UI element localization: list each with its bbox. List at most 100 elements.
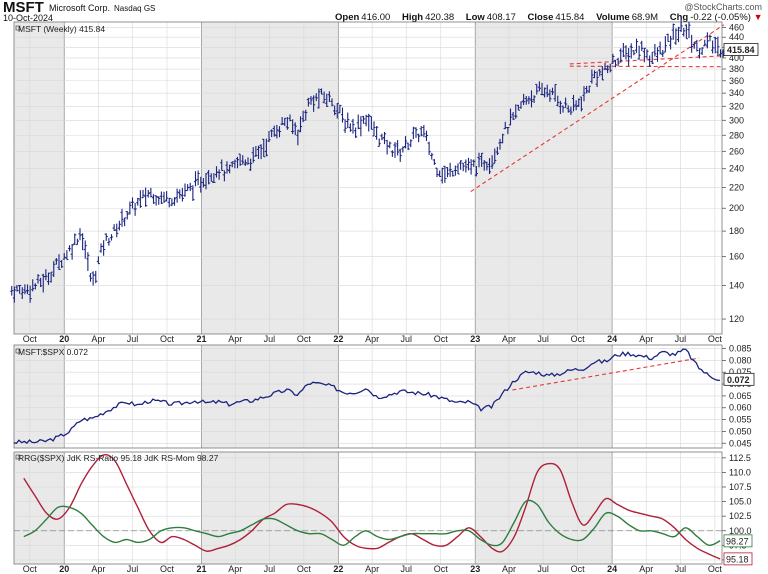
price-xtick-label: 20 <box>59 334 69 344</box>
close-value: 415.84 <box>555 12 585 23</box>
rrg-xtick-label: Apr <box>502 564 516 574</box>
price-trendline <box>470 24 725 193</box>
volume-label: Volume <box>596 12 630 23</box>
ratio-last-value-tag: 0.072 <box>727 375 750 385</box>
price-ytick-label: 400 <box>729 53 744 63</box>
price-trendline <box>569 65 724 68</box>
rrg-xtick-label: Jul <box>127 564 139 574</box>
ratio-ytick-label: 0.075 <box>729 367 752 377</box>
ratio-panel-frame <box>13 344 723 449</box>
price-ytick-label: 180 <box>729 226 744 236</box>
ratio-panel-border <box>13 344 723 449</box>
rrg-xtick-label: Jul <box>675 564 687 574</box>
ratio-ytick-label: 0.085 <box>729 344 752 354</box>
price-ytick-label: 460 <box>729 23 744 33</box>
rrg-rs-mom-line <box>23 499 721 547</box>
rrg-xtick-label: Oct <box>297 564 312 574</box>
rrg-xtick-label: Jul <box>400 564 412 574</box>
rrg-xtick-label: 22 <box>333 564 343 574</box>
ratio-trendline <box>512 357 700 391</box>
price-xtick-label: Oct <box>571 334 586 344</box>
close-label: Close <box>527 12 554 23</box>
ratio-year-shade <box>14 345 65 448</box>
price-xtick-label: 23 <box>470 334 480 344</box>
rrg-xtick-label: Oct <box>434 564 449 574</box>
chg-value: -0.22 (-0.05%) <box>690 12 751 23</box>
price-xtick-label: Apr <box>365 334 379 344</box>
price-xtick-label: 21 <box>196 334 206 344</box>
price-ytick-label: 300 <box>729 115 744 125</box>
rrg-panel-border <box>13 451 723 565</box>
price-xtick-label: Apr <box>639 334 653 344</box>
chart-header: MSFT Microsoft Corp. Nasdaq GS 10-Oct-202… <box>0 0 768 24</box>
price-ytick-label: 120 <box>729 314 744 324</box>
low-value: 408.17 <box>486 12 516 23</box>
rrg-ytick-label: 110.0 <box>729 467 751 477</box>
low-label: Low <box>465 12 485 23</box>
price-xtick-label: 24 <box>607 334 617 344</box>
rrg-xtick-label: Oct <box>571 564 586 574</box>
price-panel-border <box>13 21 723 335</box>
ticker-symbol: MSFT <box>3 0 44 16</box>
exchange-label: Nasdaq GS <box>114 4 156 13</box>
rrg-xtick-label: 24 <box>607 564 617 574</box>
open-value: 416.00 <box>361 12 391 23</box>
price-panel-label: MSFT (Weekly) 415.84 <box>18 24 105 34</box>
ratio-series-line <box>13 348 720 445</box>
price-xtick-label: Apr <box>91 334 105 344</box>
company-name: Microsoft Corp. Nasdaq GS <box>49 3 155 13</box>
rrg-ytick-label: 112.5 <box>729 453 751 463</box>
high-label: High <box>401 12 424 23</box>
ratio-year-shade <box>475 345 613 448</box>
chg-label: Chg <box>669 12 689 23</box>
price-last-tag-box <box>723 43 759 56</box>
price-ytick-label: 140 <box>729 281 744 291</box>
price-year-shade <box>14 22 65 334</box>
price-ytick-label: 220 <box>729 183 744 193</box>
price-ytick-label: 320 <box>729 101 744 111</box>
price-xtick-label: Jul <box>264 334 276 344</box>
price-xtick-label: Jul <box>400 334 412 344</box>
price-bars <box>10 17 725 303</box>
rrg-ytick-label: 105.0 <box>729 497 752 507</box>
rrg-xtick-label: Apr <box>91 564 105 574</box>
ratio-ytick-label: 0.060 <box>729 403 752 413</box>
rrg-xtick-label: Apr <box>365 564 379 574</box>
rrg-ytick-label: 100.0 <box>729 526 752 536</box>
ratio-panel-label: MSFT:$SPX 0.072 <box>18 347 88 357</box>
rrg-xtick-label: Apr <box>228 564 242 574</box>
rrg-xtick-label: 20 <box>59 564 69 574</box>
price-xtick-label: Oct <box>708 334 723 344</box>
rrg-mom-last-value-tag: 98.27 <box>726 536 749 546</box>
price-ytick-label: 360 <box>729 76 744 86</box>
quote-summary: Open 416.00 High 420.38 Low 408.17 Close 415… <box>335 12 763 23</box>
price-ytick-label: 160 <box>729 252 744 262</box>
ratio-ytick-label: 0.080 <box>729 355 752 365</box>
rrg-xtick-label: Oct <box>160 564 175 574</box>
ratio-ytick-label: 0.065 <box>729 391 752 401</box>
rrg-mom-tag-box <box>723 534 753 548</box>
price-xtick-label: Jul <box>127 334 139 344</box>
down-arrow-icon: ▼ <box>753 12 763 22</box>
price-trendline <box>569 55 724 65</box>
price-xtick-label: Apr <box>228 334 242 344</box>
price-panel-frame <box>13 21 723 335</box>
price-xtick-label: Oct <box>160 334 175 344</box>
rrg-ratio-last-value-tag: 95.18 <box>726 554 749 564</box>
open-label: Open <box>335 12 360 23</box>
ratio-ytick-label: 0.050 <box>729 426 752 436</box>
price-xtick-label: Oct <box>23 334 38 344</box>
price-ytick-label: 240 <box>729 164 744 174</box>
stockcharts-credit: @StockCharts.com <box>684 2 762 12</box>
price-ytick-label: 260 <box>729 146 744 156</box>
rrg-ytick-label: 102.5 <box>729 511 752 521</box>
price-xtick-label: Jul <box>537 334 549 344</box>
ratio-ytick-label: 0.055 <box>729 415 752 425</box>
price-ytick-label: 380 <box>729 64 744 74</box>
rrg-xtick-label: 21 <box>196 564 206 574</box>
volume-value: 68.9M <box>631 12 659 23</box>
price-year-shade <box>475 22 613 334</box>
company-label: Microsoft Corp. <box>49 3 111 13</box>
price-legend-icon <box>15 25 21 31</box>
